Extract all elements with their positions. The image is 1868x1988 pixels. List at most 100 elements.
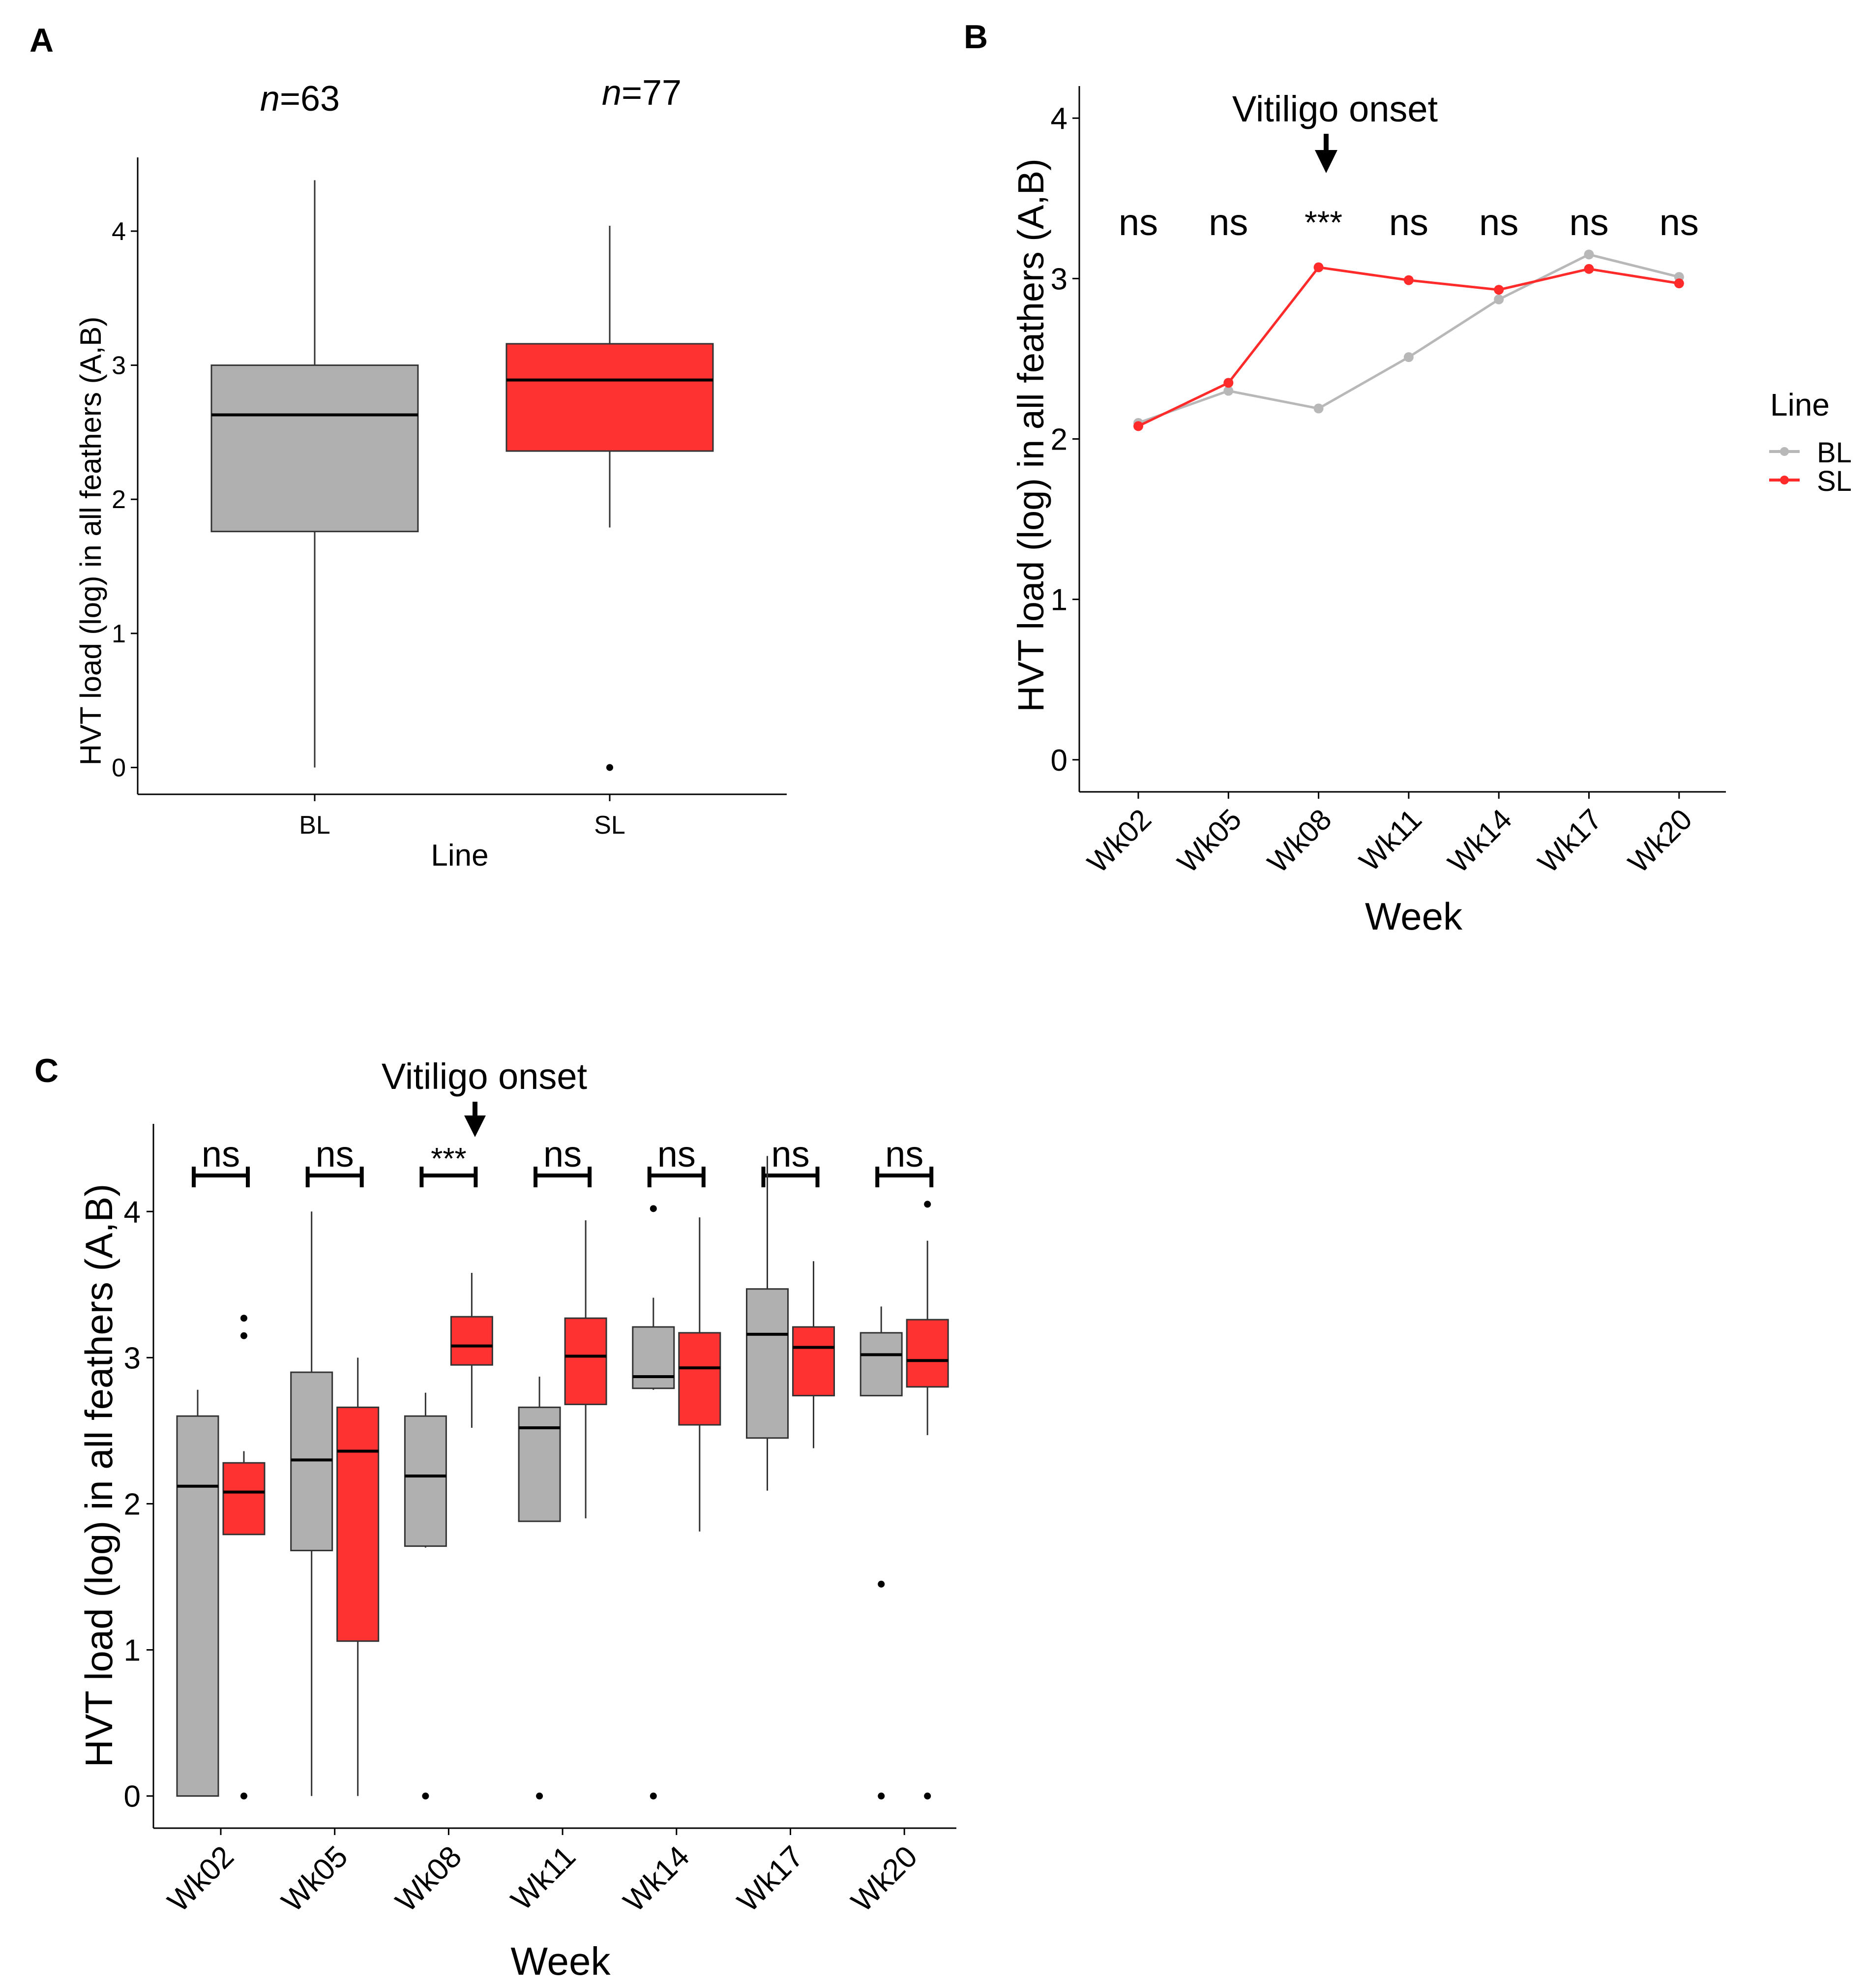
panel-c-box-bl-2-box [404,1415,447,1547]
panel-b-y-title: HVT load (log) in all feathers (A,B) [1010,158,1051,712]
panel-c-box-sl-2-box [450,1316,493,1366]
panel-b-point-sl-5 [1584,264,1594,274]
panel-b-significance-0: ns [1119,202,1158,243]
panel-c-significance-5: ns [771,1134,809,1175]
panel-c-box-bl-6-outlier-1 [878,1792,885,1800]
panel-c-significance-6: ns [885,1134,923,1175]
panel-a-box-sl-outlier-0 [606,764,613,771]
panel-b-significance: ns ns *** ns ns ns ns [1119,202,1699,243]
panel-c-box-bl-3-box [518,1406,561,1522]
panel-a-y-tick-label-3: 3 [112,352,126,380]
panel-c-boxes [176,1156,949,1800]
legend-bl-label: BL [1817,437,1852,469]
panel-a-x-tick-label-0: BL [299,811,330,840]
panel-b-significance-5: ns [1569,202,1608,243]
panel-a-y-tick-label-2: 2 [112,485,126,514]
panel-b-point-bl-5 [1584,249,1594,260]
panel-a-n-bl: n=63 [260,79,340,119]
panel-a-box-bl-box [210,364,419,533]
panel-a-letter: A [30,22,54,59]
panel-b-y-tick-label-3: 3 [1051,262,1067,296]
panel-c-x-title: Week [510,1939,611,1983]
panel-c-y-title: HVT load (log) in all feathers (A,B) [77,1184,120,1767]
panel-b-y-axis: 0 1 2 3 4 [1051,86,1080,792]
panel-b-significance-6: ns [1660,202,1699,243]
panel-c-box-sl-4-box [678,1332,721,1426]
panel-c-box-sl-0-outlier-1 [240,1332,247,1339]
panel-c-box-bl-4-outlier-1 [650,1792,657,1800]
panel-a-y-axis: 0 1 2 3 4 [112,157,139,794]
panel-c-box-bl-6-outlier-0 [878,1580,885,1588]
panel-c-box-sl-6-outlier-1 [924,1792,931,1800]
panel-c-box-bl-4-box [632,1326,675,1389]
panel-b-point-sl-2 [1313,262,1324,272]
panel-a-x-tick-label-1: SL [594,811,625,840]
panel-c-box-bl-2-outlier-0 [422,1792,429,1800]
panel-b-point-bl-3 [1403,352,1414,362]
legend-bl-marker [1780,447,1789,456]
panel-c-significance-1: ns [316,1134,354,1175]
panel-c-box-sl-0-outlier-2 [240,1792,247,1800]
panel-a-y-tick-label-4: 4 [112,217,126,246]
panel-c-y-axis: 0 1 2 3 4 [124,1124,154,1828]
panel-a-x-axis: BL SL [138,793,787,840]
panel-c-y-tick-label-2: 2 [124,1487,141,1521]
panel-c-significance-4: ns [657,1134,696,1175]
panel-b-point-bl-1 [1223,386,1234,396]
panel-a-y-tick-label-0: 0 [112,753,126,782]
panel-b-point-sl-1 [1223,378,1234,388]
panel-b-vitiligo-arrow [1315,134,1337,173]
panel-b-y-tick-label-1: 1 [1051,583,1067,617]
panel-c-box-sl-0-outlier-0 [240,1315,247,1322]
panel-b-series [1133,249,1684,431]
panel-c-significance-2: *** [431,1142,466,1176]
panel-c-y-tick-label-1: 1 [124,1634,141,1668]
legend-sl-label: SL [1817,465,1852,497]
panel-b-letter: B [964,18,988,56]
panel-c-box-sl-0-box [222,1462,266,1536]
panel-c-box-bl-0-box [176,1415,219,1797]
panel-b-point-bl-4 [1494,294,1504,304]
panel-a-box-sl-box [505,343,714,452]
panel-b-point-sl-4 [1494,285,1504,295]
legend-sl-marker [1780,476,1789,484]
panel-a-x-title: Line [431,839,488,873]
panel-b-point-sl-3 [1403,275,1414,285]
panel-c-vitiligo-arrow [464,1102,486,1137]
panel-c-letter: C [34,1052,59,1089]
panel-c-y-tick-label-3: 3 [124,1341,141,1375]
panel-a-n-sl: n=77 [602,73,682,113]
panel-c-box-sl-3-box [564,1317,607,1405]
panel-a-y-tick-label-1: 1 [112,620,126,648]
panel-a: A n=63 n=77 0 1 2 3 4 BL SL Line HVT load (lo… [30,22,787,873]
panel-c-box-sl-6-box [906,1319,949,1388]
panel-c-significance: ns ns *** ns ns ns ns [192,1134,934,1187]
panel-b-significance-1: ns [1209,202,1248,243]
panel-b-legend: Line BL SL [1769,387,1852,497]
panel-c-box-sl-5-box [792,1326,835,1397]
panel-b-vitiligo-label: Vitiligo onset [1232,89,1438,129]
panel-b-y-tick-label-0: 0 [1051,744,1067,778]
panel-a-y-title: HVT load (log) in all feathers (A,B) [74,317,107,766]
panel-c-box-bl-5-box [746,1288,789,1439]
panel-c-box-bl-4-outlier-0 [650,1205,657,1212]
panel-b-significance-2: *** [1305,204,1342,241]
panel-c-y-tick-label-4: 4 [124,1195,141,1229]
panel-b-y-tick-label-2: 2 [1051,423,1067,457]
panel-c-significance-0: ns [202,1134,240,1175]
panel-b-x-title: Week [1365,895,1463,938]
panel-b-point-sl-6 [1674,278,1684,289]
panel-c-vitiligo-label: Vitiligo onset [382,1056,588,1097]
panel-b-point-bl-2 [1313,403,1324,414]
legend-title: Line [1770,387,1830,422]
panel-b-y-tick-label-4: 4 [1051,102,1067,136]
panel-c-y-tick-label-0: 0 [124,1780,141,1814]
panel-c-box-bl-6-box [860,1332,903,1397]
panel-c-box-sl-6-outlier-0 [924,1201,931,1208]
panel-c-box-sl-1-box [336,1406,380,1642]
panel-c-box-bl-3-outlier-0 [536,1792,543,1800]
panel-b-significance-3: ns [1389,202,1428,243]
panel-b-point-sl-0 [1133,421,1143,431]
